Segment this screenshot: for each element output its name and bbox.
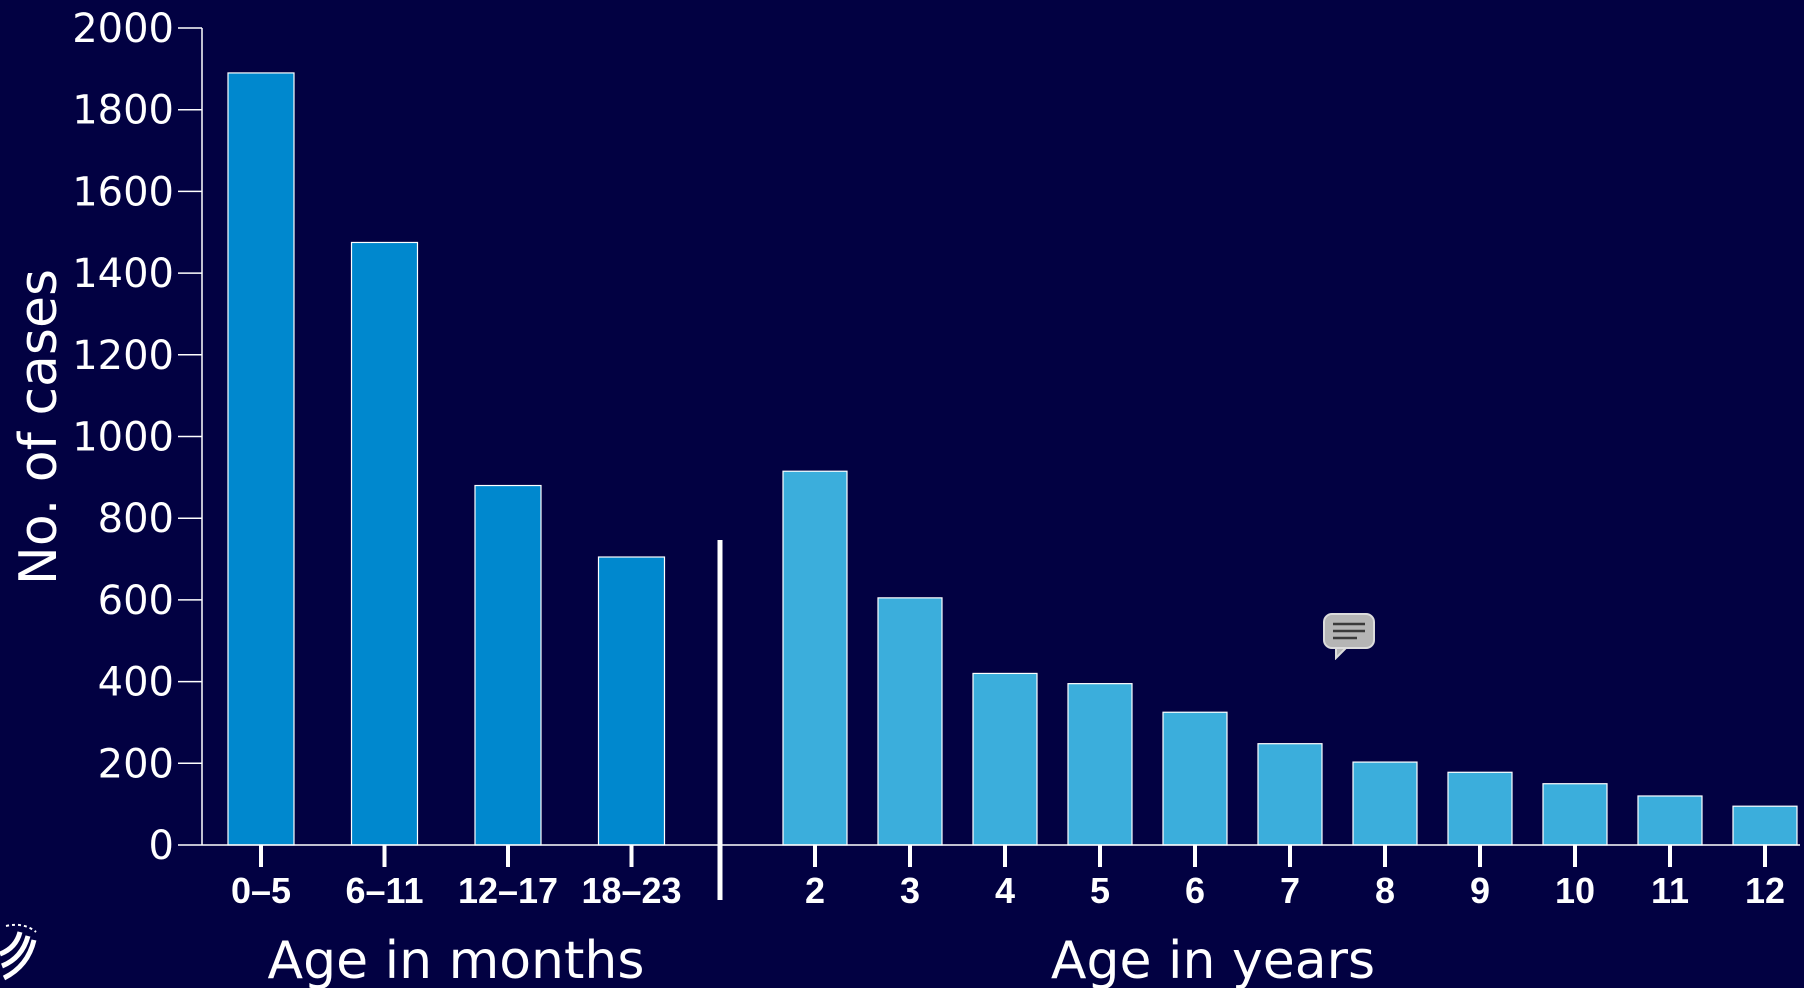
y-tick-label: 1000 xyxy=(72,415,174,461)
x-tick-label: 5 xyxy=(1090,870,1110,911)
x-tick-label: 11 xyxy=(1651,870,1689,911)
comment-icon[interactable] xyxy=(1322,612,1376,660)
x-tick-label: 6–11 xyxy=(345,870,423,911)
seal-logo-icon xyxy=(0,923,37,981)
y-tick-label: 1200 xyxy=(72,333,174,379)
bar xyxy=(782,470,848,846)
x-tick-label: 3 xyxy=(900,870,920,911)
x-tick-label: 7 xyxy=(1280,870,1300,911)
bar xyxy=(972,672,1038,846)
x-tick-label: 6 xyxy=(1185,870,1205,911)
y-tick-label: 0 xyxy=(149,823,174,869)
bars xyxy=(227,72,1798,846)
bar xyxy=(227,72,295,846)
y-tick-label: 800 xyxy=(98,496,174,542)
y-tick-label: 1600 xyxy=(72,169,174,215)
x-tick-label: 9 xyxy=(1470,870,1490,911)
y-axis-title: No. of cases xyxy=(9,269,69,585)
x-axis-title-months: Age in months xyxy=(268,931,645,988)
x-axis: 0–5 6–11 12–17 18–23 2 3 4 5 6 7 8 9 10 11 12 xyxy=(202,844,1800,911)
y-axis: 0 200 400 600 800 1000 1200 1400 1600 1800 2000 xyxy=(72,6,203,869)
bar xyxy=(1542,783,1608,846)
bar xyxy=(1257,743,1323,846)
bar xyxy=(1352,761,1418,846)
bar xyxy=(1162,711,1228,846)
bar xyxy=(1637,795,1703,846)
x-tick-label: 2 xyxy=(805,870,825,911)
bar xyxy=(597,556,666,846)
y-tick-label: 1800 xyxy=(72,88,174,134)
bar xyxy=(877,597,943,846)
x-tick-label: 0–5 xyxy=(231,870,291,911)
y-tick-label: 600 xyxy=(98,578,174,624)
x-tick-label: 12 xyxy=(1745,870,1785,911)
y-tick-label: 200 xyxy=(98,741,174,787)
y-tick-label: 2000 xyxy=(72,6,174,52)
bar xyxy=(350,241,419,846)
bar xyxy=(474,484,542,846)
x-tick-label: 18–23 xyxy=(581,870,681,911)
x-tick-label: 4 xyxy=(995,870,1015,911)
bar xyxy=(1067,683,1133,846)
bar xyxy=(1447,771,1513,846)
x-tick-label: 8 xyxy=(1375,870,1395,911)
x-axis-title-years: Age in years xyxy=(1051,931,1375,988)
x-tick-label: 10 xyxy=(1555,870,1595,911)
y-tick-label: 400 xyxy=(98,660,174,706)
x-tick-label: 12–17 xyxy=(458,870,558,911)
bar xyxy=(1732,805,1798,846)
y-tick-label: 1400 xyxy=(72,251,174,297)
